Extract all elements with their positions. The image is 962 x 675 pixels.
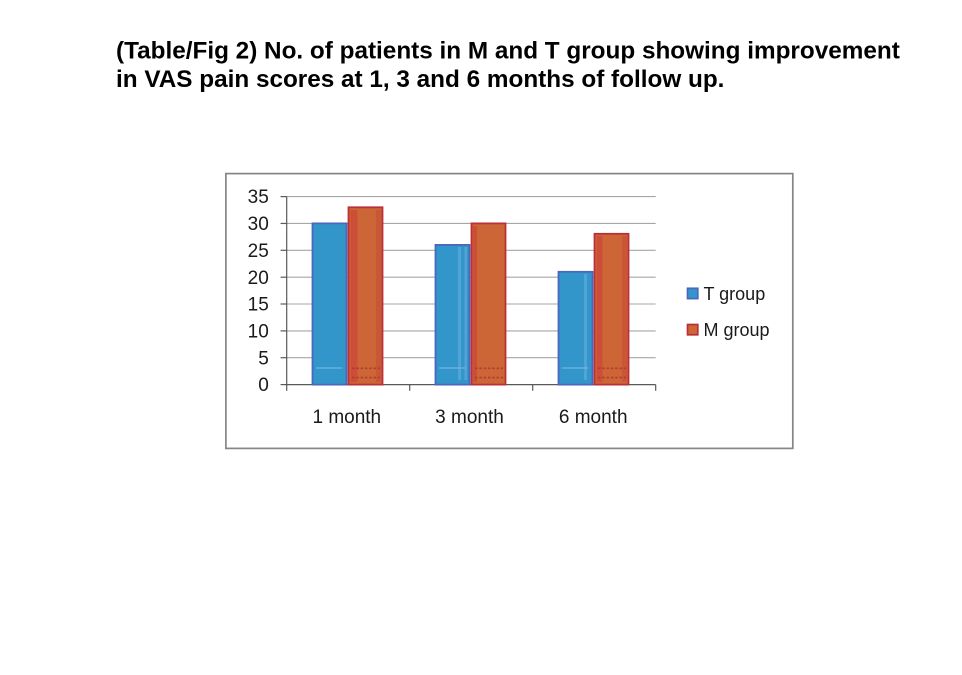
- svg-text:35: 35: [248, 187, 269, 208]
- svg-text:0: 0: [258, 375, 269, 396]
- svg-text:in VAS pain scores at 1, 3 and: in VAS pain scores at 1, 3 and 6 months …: [116, 66, 724, 93]
- svg-text:1 month: 1 month: [312, 407, 381, 428]
- svg-text:15: 15: [248, 295, 269, 316]
- svg-text:5: 5: [258, 348, 269, 369]
- svg-text:30: 30: [248, 214, 269, 235]
- svg-text:25: 25: [248, 241, 269, 262]
- svg-text:10: 10: [248, 322, 269, 343]
- svg-text:20: 20: [248, 268, 269, 289]
- svg-text:T group: T group: [704, 284, 766, 304]
- svg-text:M group: M group: [704, 320, 770, 340]
- svg-text:3 month: 3 month: [435, 407, 504, 428]
- svg-text:(Table/Fig 2) No. of patients: (Table/Fig 2) No. of patients in M and T…: [116, 38, 900, 65]
- svg-text:6 month: 6 month: [559, 407, 628, 428]
